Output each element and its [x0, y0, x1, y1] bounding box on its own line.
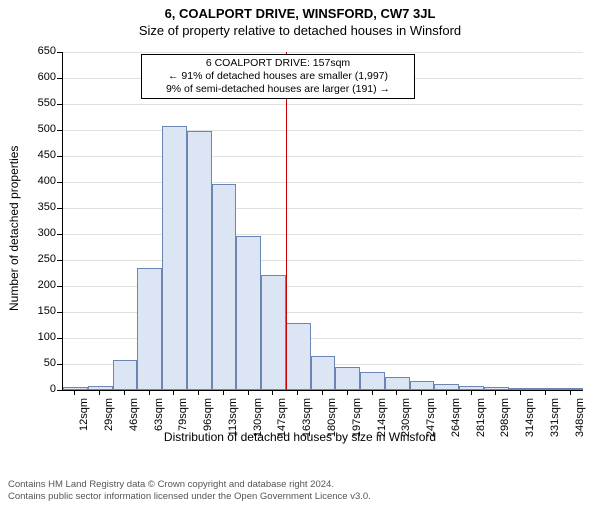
grid-line — [63, 208, 583, 209]
y-tick-mark — [57, 52, 62, 53]
y-tick-mark — [57, 130, 62, 131]
grid-line — [63, 156, 583, 157]
y-tick-mark — [57, 78, 62, 79]
x-tick-mark — [372, 390, 373, 395]
y-tick-label: 150 — [22, 305, 56, 317]
y-tick-label: 400 — [22, 175, 56, 187]
y-tick-mark — [57, 208, 62, 209]
histogram-bar — [434, 384, 459, 390]
y-axis-label: Number of detached properties — [7, 146, 21, 311]
y-tick-mark — [57, 390, 62, 391]
histogram-bar — [459, 386, 484, 390]
histogram-bar — [385, 377, 410, 390]
histogram-bar — [113, 360, 138, 390]
y-tick-mark — [57, 234, 62, 235]
y-tick-label: 550 — [22, 97, 56, 109]
histogram-bar — [360, 372, 385, 390]
page-subtitle: Size of property relative to detached ho… — [0, 23, 600, 38]
footer-attribution: Contains HM Land Registry data © Crown c… — [8, 479, 371, 502]
y-tick-mark — [57, 338, 62, 339]
x-tick-mark — [149, 390, 150, 395]
histogram-plot: 6 COALPORT DRIVE: 157sqm ← 91% of detach… — [62, 52, 583, 391]
x-tick-mark — [495, 390, 496, 395]
annotation-line-1: 6 COALPORT DRIVE: 157sqm — [148, 57, 408, 70]
x-tick-mark — [297, 390, 298, 395]
x-tick-mark — [173, 390, 174, 395]
x-tick-mark — [421, 390, 422, 395]
y-tick-label: 350 — [22, 201, 56, 213]
histogram-bar — [187, 131, 212, 390]
y-tick-label: 200 — [22, 279, 56, 291]
x-tick-mark — [545, 390, 546, 395]
x-tick-mark — [272, 390, 273, 395]
y-tick-label: 450 — [22, 149, 56, 161]
annotation-line-3: 9% of semi-detached houses are larger (1… — [148, 83, 408, 96]
chart-area: Number of detached properties 6 COALPORT… — [0, 48, 600, 448]
x-tick-mark — [198, 390, 199, 395]
histogram-bar — [162, 126, 187, 390]
y-tick-mark — [57, 286, 62, 287]
grid-line — [63, 104, 583, 105]
histogram-bar — [335, 367, 360, 390]
histogram-bar — [137, 268, 162, 390]
y-tick-label: 100 — [22, 331, 56, 343]
grid-line — [63, 260, 583, 261]
reference-line — [286, 52, 287, 390]
histogram-bar — [286, 323, 311, 390]
y-tick-mark — [57, 312, 62, 313]
histogram-bar — [236, 236, 261, 390]
x-tick-mark — [396, 390, 397, 395]
histogram-bar — [311, 356, 336, 390]
histogram-bar — [261, 275, 286, 390]
y-tick-mark — [57, 156, 62, 157]
x-tick-mark — [520, 390, 521, 395]
footer-line-2: Contains public sector information licen… — [8, 491, 371, 502]
x-tick-mark — [124, 390, 125, 395]
x-tick-mark — [322, 390, 323, 395]
y-tick-mark — [57, 260, 62, 261]
y-tick-label: 600 — [22, 71, 56, 83]
y-tick-label: 300 — [22, 227, 56, 239]
x-tick-mark — [570, 390, 571, 395]
x-tick-mark — [248, 390, 249, 395]
histogram-bar — [410, 381, 435, 390]
grid-line — [63, 182, 583, 183]
grid-line — [63, 234, 583, 235]
histogram-bar — [63, 387, 88, 390]
histogram-bar — [212, 184, 237, 390]
y-tick-label: 500 — [22, 123, 56, 135]
y-tick-mark — [57, 364, 62, 365]
y-tick-mark — [57, 104, 62, 105]
y-tick-mark — [57, 182, 62, 183]
histogram-bar — [533, 388, 558, 390]
page-title: 6, COALPORT DRIVE, WINSFORD, CW7 3JL — [0, 6, 600, 21]
x-tick-mark — [74, 390, 75, 395]
y-tick-label: 250 — [22, 253, 56, 265]
x-tick-mark — [446, 390, 447, 395]
x-tick-mark — [347, 390, 348, 395]
grid-line — [63, 52, 583, 53]
grid-line — [63, 130, 583, 131]
x-axis-title: Distribution of detached houses by size … — [0, 430, 600, 444]
footer-line-1: Contains HM Land Registry data © Crown c… — [8, 479, 371, 490]
histogram-bar — [558, 388, 583, 390]
x-tick-mark — [471, 390, 472, 395]
annotation-box: 6 COALPORT DRIVE: 157sqm ← 91% of detach… — [141, 54, 415, 99]
y-tick-label: 0 — [22, 383, 56, 395]
annotation-line-2: ← 91% of detached houses are smaller (1,… — [148, 70, 408, 83]
x-tick-mark — [99, 390, 100, 395]
y-tick-label: 50 — [22, 357, 56, 369]
y-tick-label: 650 — [22, 45, 56, 57]
x-tick-mark — [223, 390, 224, 395]
